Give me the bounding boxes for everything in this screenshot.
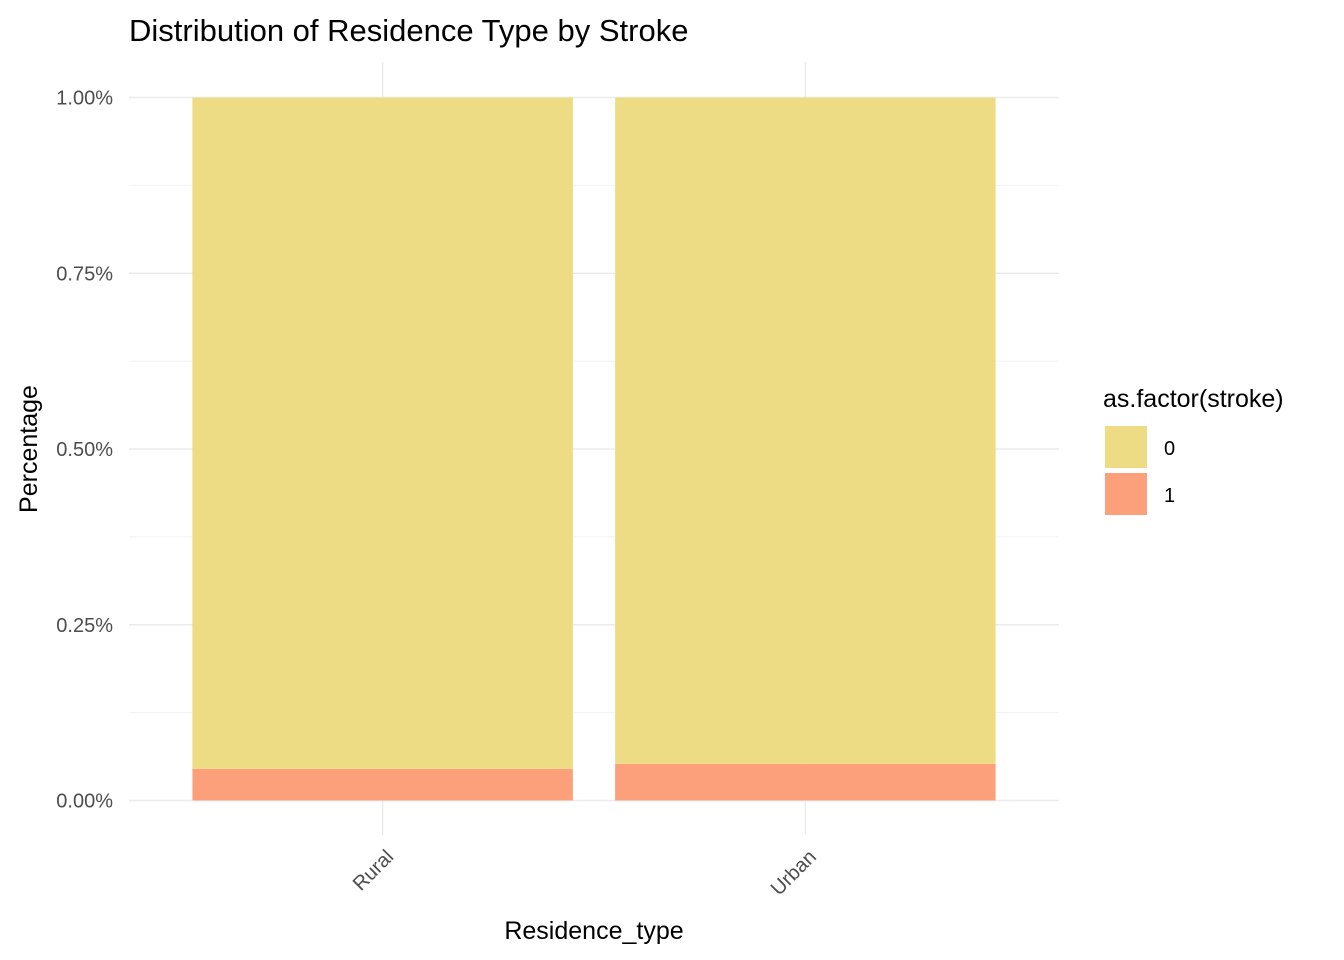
x-axis-ticks: Rural Urban xyxy=(349,846,821,900)
x-tick-label: Rural xyxy=(349,846,398,895)
legend-key-1 xyxy=(1105,473,1147,515)
y-axis-title: Percentage xyxy=(15,385,43,513)
x-axis-title: Residence_type xyxy=(504,917,683,945)
bar-rural-stroke-0 xyxy=(192,97,573,769)
y-tick-label: 0.75% xyxy=(56,263,113,285)
y-tick-label: 0.50% xyxy=(56,439,113,461)
y-axis-ticks: 0.00% 0.25% 0.50% 0.75% 1.00% xyxy=(56,88,113,813)
legend-title: as.factor(stroke) xyxy=(1103,385,1284,413)
legend-label: 0 xyxy=(1164,438,1175,460)
legend-key-0 xyxy=(1105,426,1147,468)
bars xyxy=(192,97,996,801)
bar-urban-stroke-1 xyxy=(615,763,996,801)
y-tick-label: 1.00% xyxy=(56,88,113,110)
legend: as.factor(stroke) 0 1 xyxy=(1103,385,1284,515)
bar-urban-stroke-0 xyxy=(615,97,996,764)
y-tick-label: 0.25% xyxy=(56,615,113,637)
bar-rural-stroke-1 xyxy=(192,768,573,801)
legend-label: 1 xyxy=(1164,485,1175,507)
y-tick-label: 0.00% xyxy=(56,791,113,813)
chart-title: Distribution of Residence Type by Stroke xyxy=(129,13,688,48)
x-tick-label: Urban xyxy=(767,846,821,900)
